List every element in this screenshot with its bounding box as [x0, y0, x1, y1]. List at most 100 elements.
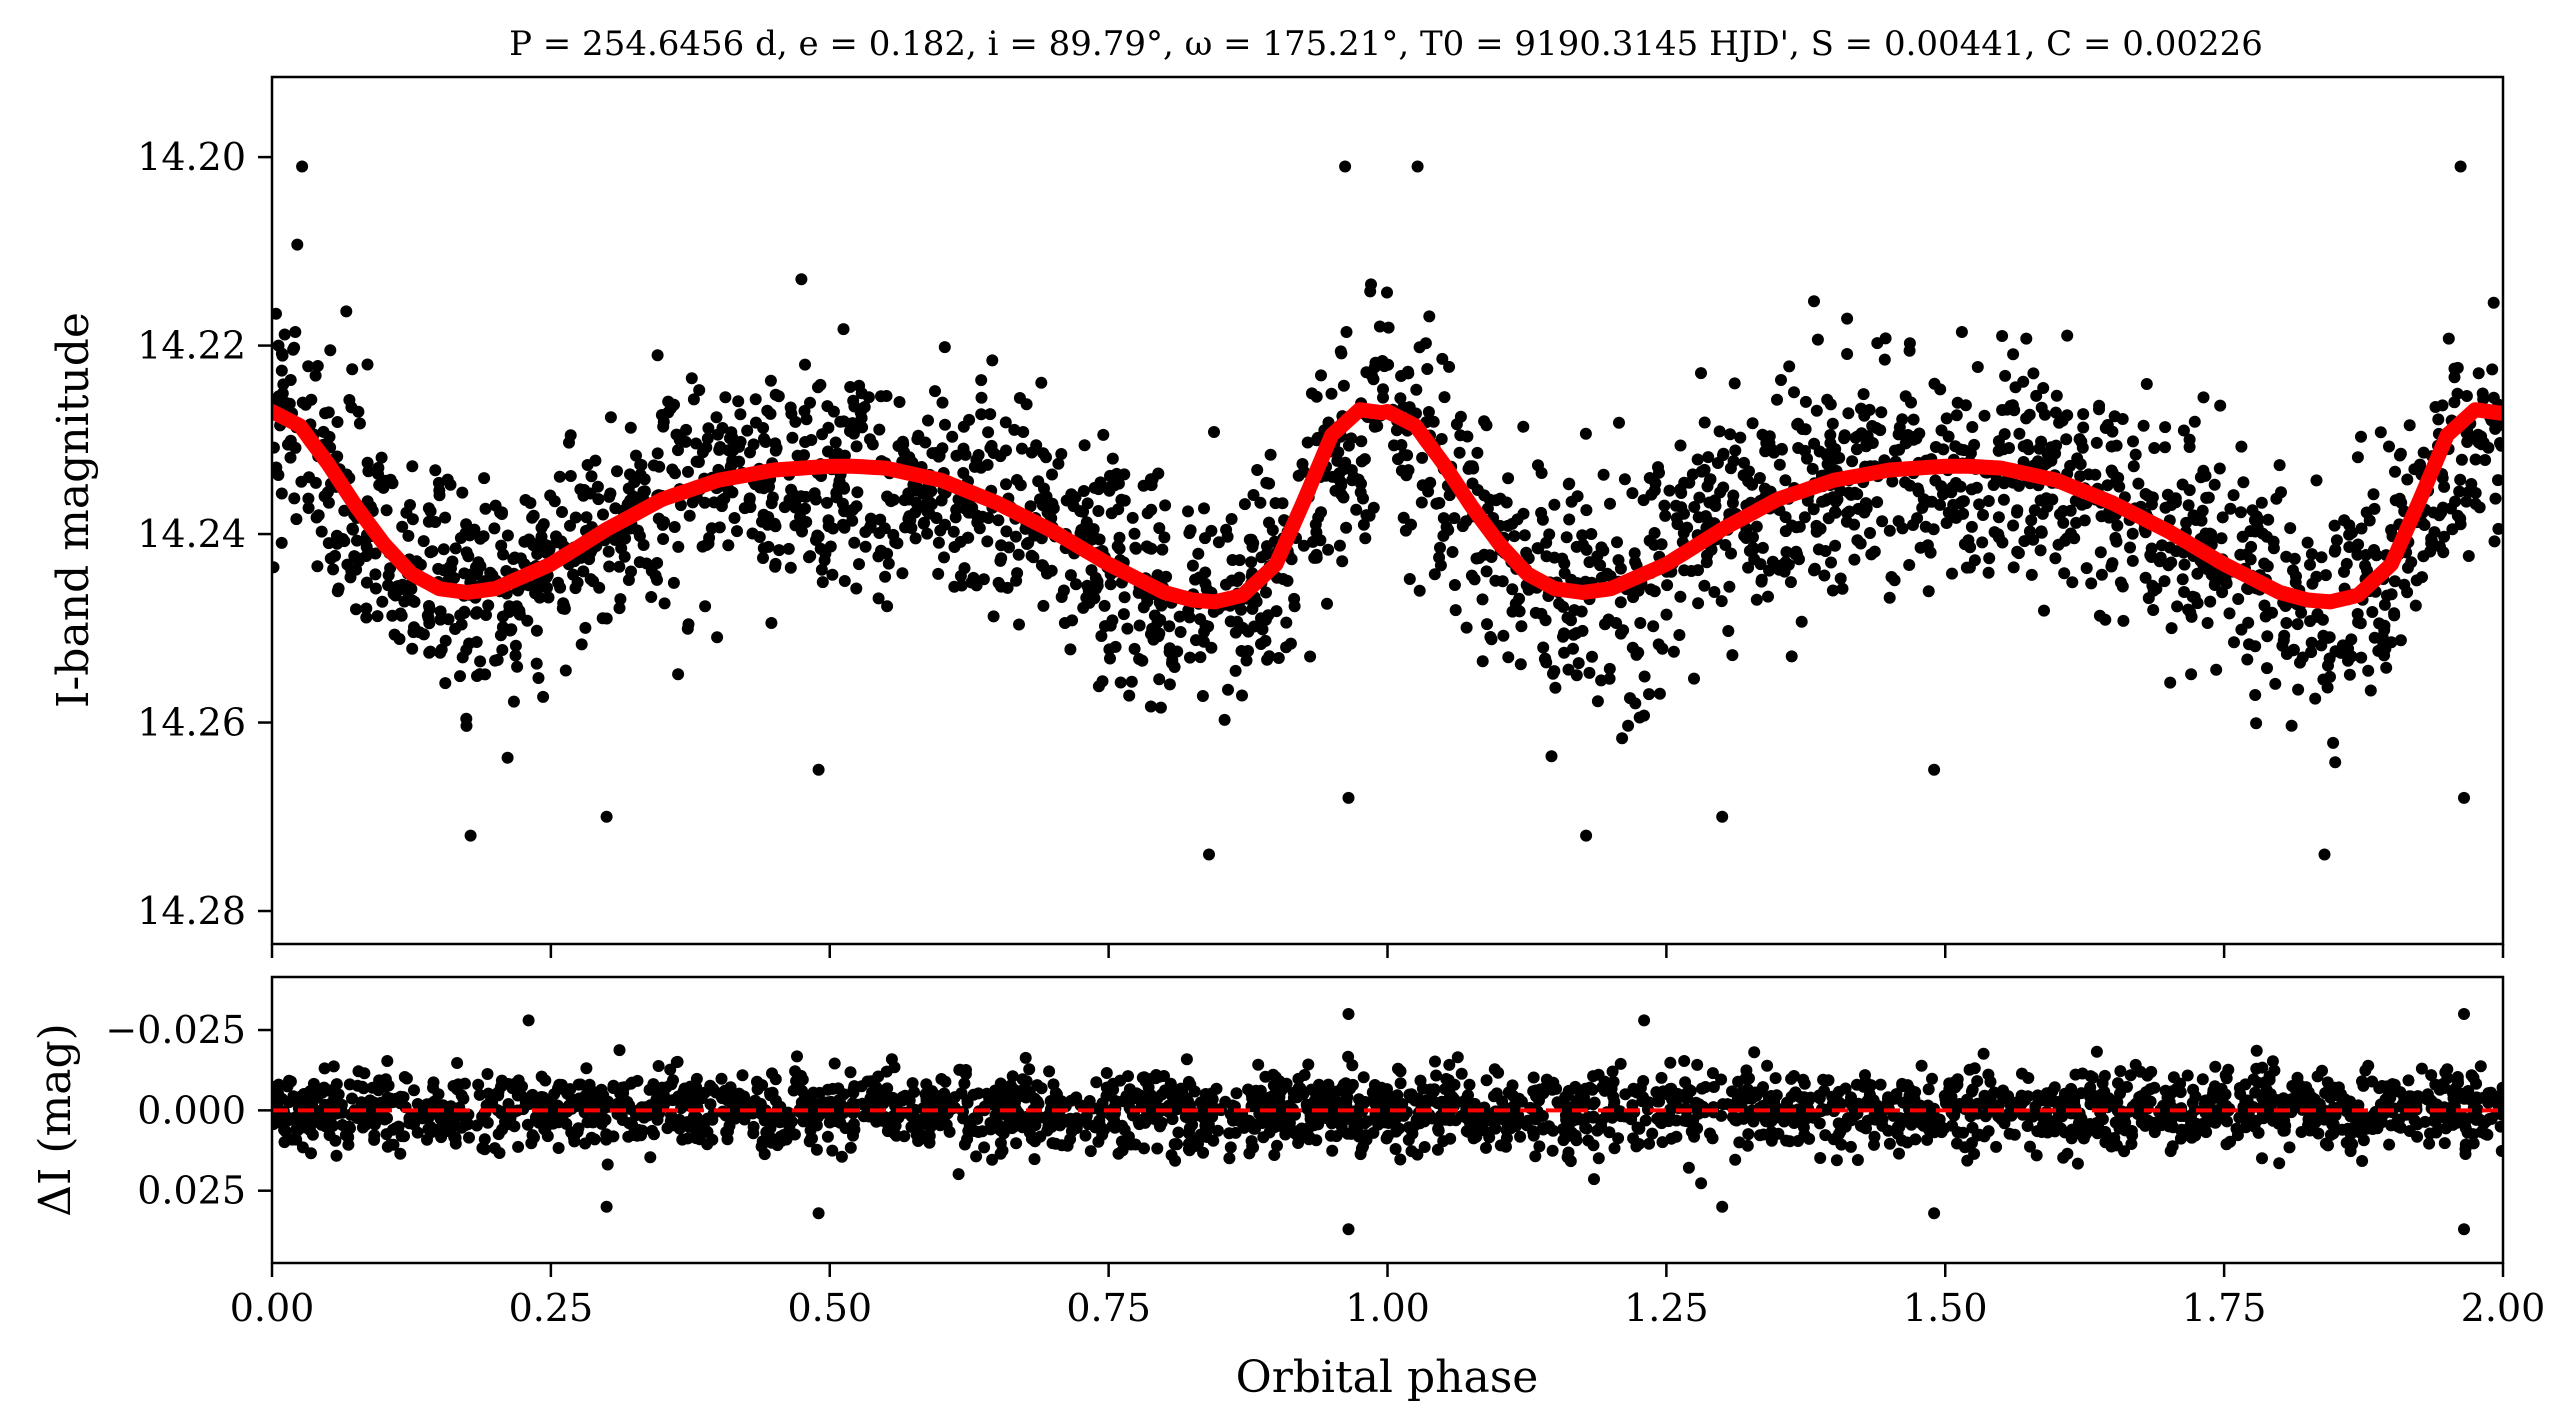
observation-point [799, 490, 812, 503]
observation-point [838, 449, 851, 462]
observation-point [2262, 513, 2275, 526]
observation-point [2310, 474, 2323, 487]
observation-point [1501, 519, 1514, 532]
residual-point [2075, 1112, 2088, 1125]
observation-point [1255, 612, 1267, 625]
residual-point [1065, 1094, 1078, 1107]
observation-point [2316, 613, 2329, 626]
observation-point [2367, 488, 2380, 501]
observation-point [1653, 687, 1666, 700]
observation-point [2188, 415, 2201, 428]
observation-point [388, 628, 401, 641]
observation-point [1359, 532, 1372, 545]
observation-point [1430, 497, 1443, 510]
observation-point [855, 412, 868, 425]
residual-point [1336, 1125, 1349, 1138]
residual-point [1588, 1096, 1601, 1109]
observation-point [442, 613, 455, 626]
observation-point [611, 465, 623, 478]
residual-point [2283, 1141, 2296, 1154]
residual-point [1626, 1099, 1639, 1112]
observation-point [921, 527, 934, 540]
observation-point [1701, 549, 1713, 562]
observation-point [1220, 578, 1232, 591]
observation-point [1871, 337, 1884, 350]
observation-point [1261, 540, 1273, 553]
residual-point [472, 1078, 485, 1091]
observation-point [803, 551, 815, 564]
observation-point [507, 553, 520, 565]
observation-point [627, 490, 640, 503]
observation-point [1264, 448, 1277, 461]
residual-point [1737, 1112, 1750, 1125]
observation-point [1716, 810, 1729, 823]
observation-point [975, 391, 988, 404]
observation-point [1144, 700, 1157, 713]
observation-point [1630, 648, 1643, 661]
residual-point [2071, 1157, 2084, 1170]
residual-point [2366, 1110, 2379, 1123]
observation-point [1673, 629, 1686, 641]
observation-point [1746, 417, 1759, 430]
observation-point [1742, 561, 1755, 574]
observation-point [1517, 507, 1530, 520]
residual-point [481, 1068, 494, 1080]
observation-point [1184, 651, 1196, 664]
residual-point [290, 1133, 303, 1146]
residual-point [1978, 1130, 1991, 1143]
observation-point [1422, 406, 1435, 418]
observation-point [1222, 683, 1234, 696]
residual-point [1559, 1127, 1572, 1140]
observation-point [651, 349, 664, 362]
observation-point [1799, 395, 1812, 408]
residual-point [2359, 1064, 2372, 1077]
observation-point [881, 547, 894, 560]
observation-point [2378, 598, 2391, 611]
observation-point [1825, 556, 1837, 569]
observation-point [950, 503, 963, 516]
observation-point [2171, 600, 2184, 613]
observation-point [2305, 636, 2318, 649]
observation-point [1660, 608, 1673, 621]
residual-point [1961, 1154, 1974, 1167]
observation-point [1560, 531, 1573, 544]
observation-point [683, 509, 696, 522]
residual-point [272, 1098, 282, 1111]
observation-point [1476, 593, 1489, 606]
observation-point [350, 603, 362, 616]
observation-point [2460, 495, 2473, 508]
observation-point [2486, 363, 2499, 376]
observation-point [2237, 476, 2250, 489]
observation-point [2448, 371, 2461, 384]
residual-point [1748, 1046, 1761, 1059]
residual-point [2222, 1063, 2235, 1076]
residual-point [1259, 1070, 1272, 1083]
observation-point [1688, 672, 1700, 685]
observation-point [2295, 606, 2308, 619]
observation-point [1310, 526, 1323, 539]
observation-point [1095, 630, 1108, 642]
observation-point [1021, 538, 1033, 550]
residual-point [1130, 1089, 1143, 1102]
observation-point [1305, 387, 1318, 400]
observation-point [2011, 506, 2023, 519]
observation-point [2025, 514, 2038, 527]
observation-point [1199, 566, 1212, 579]
residual-point [548, 1088, 561, 1101]
observation-point [278, 328, 291, 341]
observation-point [2417, 446, 2430, 459]
observation-point [2301, 536, 2314, 549]
residual-point [1301, 1102, 1314, 1115]
residual-point [1966, 1121, 1979, 1134]
observation-point [1481, 502, 1494, 515]
observation-point [2246, 504, 2259, 517]
observation-point [1522, 552, 1535, 565]
observation-point [1152, 467, 1165, 480]
observation-point [2183, 441, 2196, 453]
observation-point [1137, 479, 1150, 492]
residual-point [1847, 1100, 1859, 1113]
residual-point [1004, 1079, 1017, 1092]
residual-point [1922, 1083, 1935, 1096]
residual-point [2266, 1055, 2279, 1068]
observation-point [1997, 493, 2010, 506]
